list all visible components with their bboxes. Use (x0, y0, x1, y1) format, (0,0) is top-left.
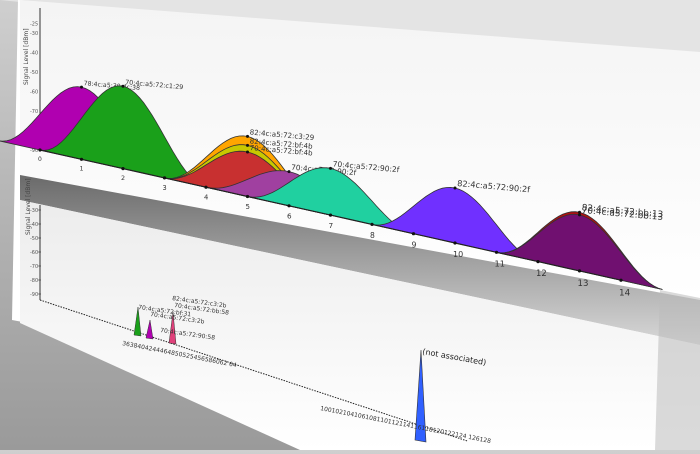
bottom-y-tick-label: -30 (30, 208, 38, 214)
top-peak (39, 85, 207, 188)
bottom-y-axis-label: Signal Level [dBm] (25, 178, 32, 235)
top-peak-dot (453, 186, 457, 190)
top-y-tick-label: -70 (30, 109, 38, 115)
top-peak-dot (287, 170, 291, 174)
top-peak-dot (329, 166, 332, 170)
bottom-y-tick-label: -80 (30, 278, 38, 284)
top-x-tick-label: 14 (619, 288, 631, 298)
top-x-tick-label: 10 (453, 250, 463, 259)
top-x-tick-label: 8 (370, 231, 375, 240)
panel-separator (20, 175, 700, 345)
top-x-tick-dot (328, 213, 333, 217)
top-x-tick-dot (245, 194, 250, 199)
top-peak-dot (246, 150, 249, 154)
top-x-tick-label: 1 (80, 166, 84, 173)
top-x-tick-label: 0 (38, 156, 42, 163)
top-x-tick-dot (577, 269, 582, 273)
top-y-tick-label: -30 (30, 31, 38, 37)
bottom-panel (20, 200, 700, 450)
top-y-tick-label: -25 (30, 21, 38, 27)
top-x-tick-dot (38, 148, 42, 152)
top-x-tick-label: 6 (287, 212, 292, 221)
bottom-y-tick-label: -70 (30, 264, 38, 270)
top-x-tick-label: 13 (578, 279, 589, 289)
bottom-y-tick-label: -60 (30, 250, 38, 256)
top-x-tick-label: 5 (246, 203, 250, 211)
top-peak-dot (578, 210, 581, 214)
bottom-y-tick-label: -90 (30, 292, 38, 298)
top-x-tick-dot (204, 185, 208, 189)
top-x-tick-dot (619, 278, 623, 282)
top-y-tick-label: -60 (30, 90, 38, 96)
top-x-tick-dot (79, 157, 84, 161)
top-peak-dot (246, 143, 249, 147)
bottom-peak-blue (414, 349, 427, 443)
top-x-tick-label: 11 (495, 259, 505, 269)
top-peak (247, 167, 414, 235)
right-edge-shade (655, 290, 700, 450)
top-peak (371, 186, 539, 262)
bottom-y-tick-label: -40 (30, 222, 38, 228)
top-peak-dot (246, 134, 249, 138)
top-y-axis-label: Signal Level [dBm] (23, 28, 30, 85)
top-x-tick-label: 4 (204, 193, 208, 201)
top-x-tick-dot (370, 222, 374, 226)
bottom-peak-magenta (145, 319, 154, 340)
bottom-peak-green (133, 306, 142, 337)
top-x-tick-label: 12 (536, 268, 547, 278)
top-x-tick-dot (162, 176, 167, 180)
top-peak-label: 78:4c:a5:30:4c:38 (83, 80, 140, 92)
top-peak (496, 213, 663, 290)
top-x-tick-dot (121, 167, 125, 171)
top-peak-dot (578, 213, 581, 217)
bottom-x-axis (39, 299, 469, 442)
top-y-tick-label: -50 (30, 70, 38, 76)
top-x-tick-dot (494, 250, 499, 254)
top-x-tick-dot (287, 204, 291, 208)
bottom-y-ticks: -30 -40 -50 -60 -70 -80 -90 (30, 208, 41, 298)
bottom-peak-pink (168, 311, 177, 345)
top-x-tick-dot (411, 232, 416, 236)
top-x-tick-label: 7 (329, 221, 334, 230)
top-peak-dot (80, 85, 83, 89)
bottom-y-tick-label: -50 (30, 236, 38, 242)
top-y-tick-label: -40 (30, 51, 38, 57)
top-x-tick-label: 9 (412, 240, 417, 249)
top-panel (20, 0, 700, 300)
top-x-tick-dot (453, 241, 457, 245)
top-peak-dot (121, 84, 125, 88)
top-x-tick-label: 3 (163, 184, 167, 192)
top-y-tick-label: -90 (30, 148, 38, 154)
top-x-tick-dot (536, 260, 540, 264)
top-x-tick-label: 2 (121, 174, 125, 182)
